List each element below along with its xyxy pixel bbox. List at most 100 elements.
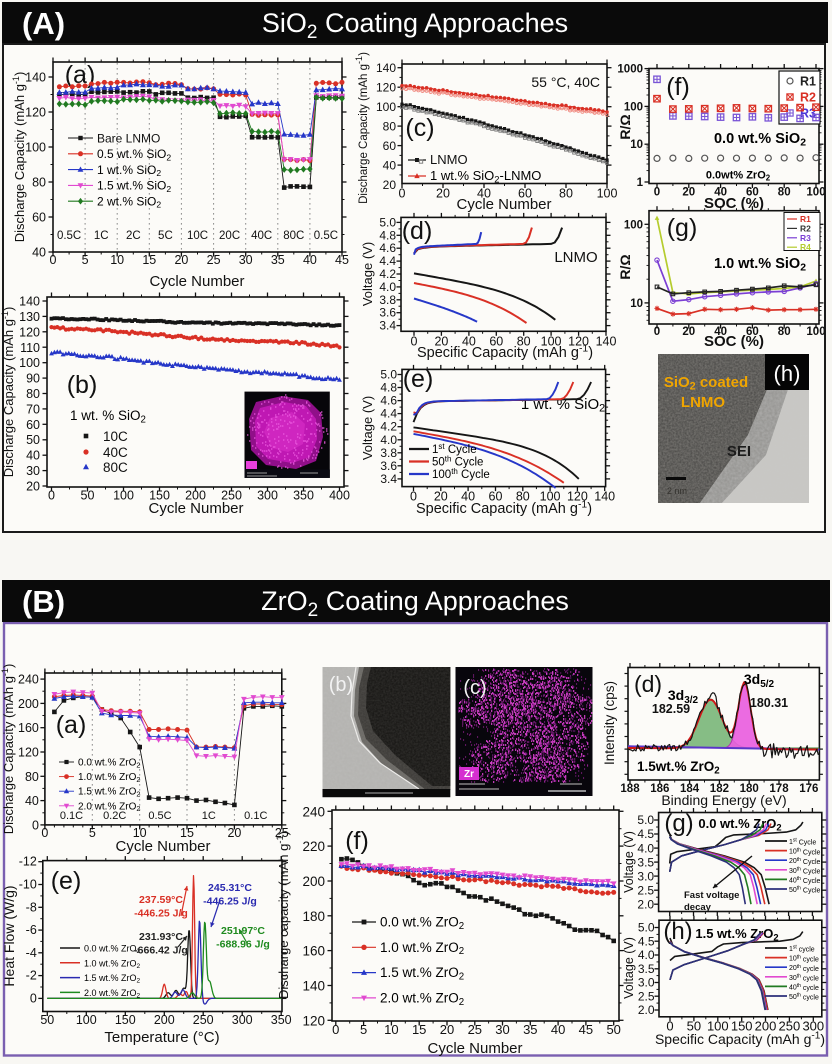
- svg-text:0: 0: [654, 326, 660, 338]
- svg-text:0: 0: [332, 1022, 339, 1037]
- svg-text:182.59: 182.59: [652, 702, 690, 716]
- svg-text:90: 90: [26, 372, 40, 386]
- svg-text:3.8: 3.8: [380, 446, 397, 460]
- svg-text:1.0 wt.% ZrO2: 1.0 wt.% ZrO2: [78, 772, 140, 784]
- svg-text:200: 200: [302, 874, 325, 889]
- svg-text:0.5C: 0.5C: [57, 230, 81, 242]
- svg-text:10C: 10C: [187, 230, 208, 242]
- svg-text:SiO2 Coating Approaches: SiO2 Coating Approaches: [262, 8, 568, 43]
- svg-text:300: 300: [802, 1018, 824, 1033]
- svg-text:60: 60: [518, 187, 532, 201]
- svg-text:2.5: 2.5: [638, 990, 655, 1004]
- svg-text:Cycle Number: Cycle Number: [456, 196, 551, 213]
- svg-text:Cycle Number: Cycle Number: [148, 500, 243, 517]
- svg-text:5.0: 5.0: [379, 215, 396, 229]
- svg-text:5.0: 5.0: [637, 813, 654, 827]
- svg-text:3.5: 3.5: [638, 962, 655, 976]
- svg-text:40: 40: [383, 158, 397, 172]
- svg-text:Binding Energy (eV): Binding Energy (eV): [661, 792, 786, 808]
- svg-text:20: 20: [26, 480, 40, 494]
- svg-text:50: 50: [40, 1013, 54, 1027]
- svg-text:40C: 40C: [251, 230, 272, 242]
- svg-text:188: 188: [620, 783, 640, 795]
- svg-text:LNMO: LNMO: [554, 249, 597, 266]
- svg-text:SOC (%): SOC (%): [704, 195, 764, 212]
- svg-text:2.0 wt.% ZrO2: 2.0 wt.% ZrO2: [78, 801, 140, 813]
- svg-text:(d): (d): [634, 671, 662, 697]
- svg-text:30: 30: [495, 1022, 509, 1037]
- svg-text:1st Cycle: 1st Cycle: [789, 838, 816, 847]
- svg-text:1.5 wt.% ZrO2: 1.5 wt.% ZrO2: [84, 973, 141, 985]
- svg-text:ZrO2 Coating Approaches: ZrO2 Coating Approaches: [261, 586, 569, 621]
- svg-text:3.0: 3.0: [637, 869, 654, 883]
- svg-text:140: 140: [376, 61, 396, 75]
- svg-text:150: 150: [115, 1013, 136, 1027]
- svg-text:0: 0: [50, 253, 57, 267]
- svg-text:40: 40: [25, 794, 39, 808]
- svg-text:(c): (c): [463, 677, 486, 699]
- svg-text:50th Cycle: 50th Cycle: [789, 886, 821, 895]
- svg-text:80: 80: [26, 387, 40, 401]
- svg-text:120: 120: [568, 334, 589, 348]
- svg-text:10th cycle: 10th cycle: [789, 954, 819, 963]
- svg-text:10: 10: [133, 826, 147, 840]
- svg-text:4.0: 4.0: [379, 280, 396, 294]
- svg-text:(B): (B): [22, 584, 65, 619]
- svg-text:(h): (h): [663, 918, 692, 945]
- svg-text:100: 100: [541, 334, 562, 348]
- svg-text:15: 15: [412, 1022, 426, 1037]
- svg-text:Specific Capacity (mAh g-1): Specific Capacity (mAh g-1): [655, 1031, 825, 1047]
- svg-text:1.0 wt.% ZrO2: 1.0 wt.% ZrO2: [84, 958, 141, 970]
- svg-text:40C: 40C: [103, 445, 128, 460]
- svg-text:45: 45: [579, 1022, 593, 1037]
- svg-text:-8: -8: [26, 900, 37, 914]
- svg-text:(h): (h): [774, 361, 801, 386]
- svg-text:100: 100: [19, 356, 40, 370]
- svg-text:40: 40: [477, 187, 491, 201]
- svg-text:-2: -2: [26, 969, 37, 983]
- svg-text:80: 80: [383, 119, 397, 133]
- svg-text:4.8: 4.8: [379, 228, 396, 242]
- svg-text:200: 200: [18, 697, 39, 711]
- svg-text:4.2: 4.2: [380, 420, 397, 434]
- svg-text:0: 0: [30, 991, 37, 1005]
- svg-text:3.6: 3.6: [379, 306, 396, 320]
- svg-text:-688.96 J/g: -688.96 J/g: [216, 939, 270, 951]
- svg-text:R3: R3: [800, 107, 816, 121]
- svg-text:30: 30: [26, 464, 40, 478]
- svg-text:-446.25 J/g: -446.25 J/g: [203, 896, 257, 908]
- svg-text:350: 350: [271, 1013, 292, 1027]
- svg-text:250: 250: [193, 1013, 214, 1027]
- svg-text:Fast voltage: Fast voltage: [684, 890, 739, 901]
- svg-text:237.59°C: 237.59°C: [139, 894, 183, 906]
- svg-text:0: 0: [32, 818, 39, 832]
- svg-text:0: 0: [666, 1018, 673, 1033]
- svg-text:Voltage (V): Voltage (V): [622, 937, 636, 999]
- svg-text:4.0: 4.0: [380, 433, 397, 447]
- svg-text:10: 10: [384, 1022, 398, 1037]
- svg-text:40th cycle: 40th cycle: [789, 983, 819, 992]
- svg-text:140: 140: [302, 979, 325, 994]
- svg-text:80: 80: [517, 334, 531, 348]
- svg-text:186: 186: [650, 783, 669, 795]
- svg-text:60: 60: [746, 326, 759, 338]
- svg-text:4.0: 4.0: [638, 948, 655, 962]
- svg-text:0: 0: [411, 334, 418, 348]
- svg-text:1: 1: [637, 177, 644, 189]
- svg-text:1 wt. % SiO2: 1 wt. % SiO2: [521, 396, 605, 415]
- svg-text:4.0: 4.0: [637, 841, 654, 855]
- svg-text:0.5C: 0.5C: [148, 810, 171, 822]
- svg-text:-12: -12: [19, 855, 37, 869]
- svg-text:Discharge capacity (mAh g-1): Discharge capacity (mAh g-1): [274, 831, 291, 999]
- svg-text:50: 50: [687, 1018, 701, 1033]
- svg-text:50th cycle: 50th cycle: [789, 993, 819, 1002]
- svg-text:100: 100: [376, 100, 396, 114]
- svg-text:Cycle Number: Cycle Number: [115, 838, 210, 855]
- svg-text:Temperature (°C): Temperature (°C): [104, 1029, 219, 1046]
- svg-text:-4: -4: [26, 946, 37, 960]
- svg-text:251.97°C: 251.97°C: [221, 925, 265, 937]
- svg-text:0.0 wt.% ZrO2: 0.0 wt.% ZrO2: [78, 758, 140, 770]
- svg-text:4.4: 4.4: [380, 407, 397, 421]
- svg-text:150: 150: [731, 1018, 753, 1033]
- svg-text:0.0wt% ZrO2: 0.0wt% ZrO2: [706, 170, 771, 183]
